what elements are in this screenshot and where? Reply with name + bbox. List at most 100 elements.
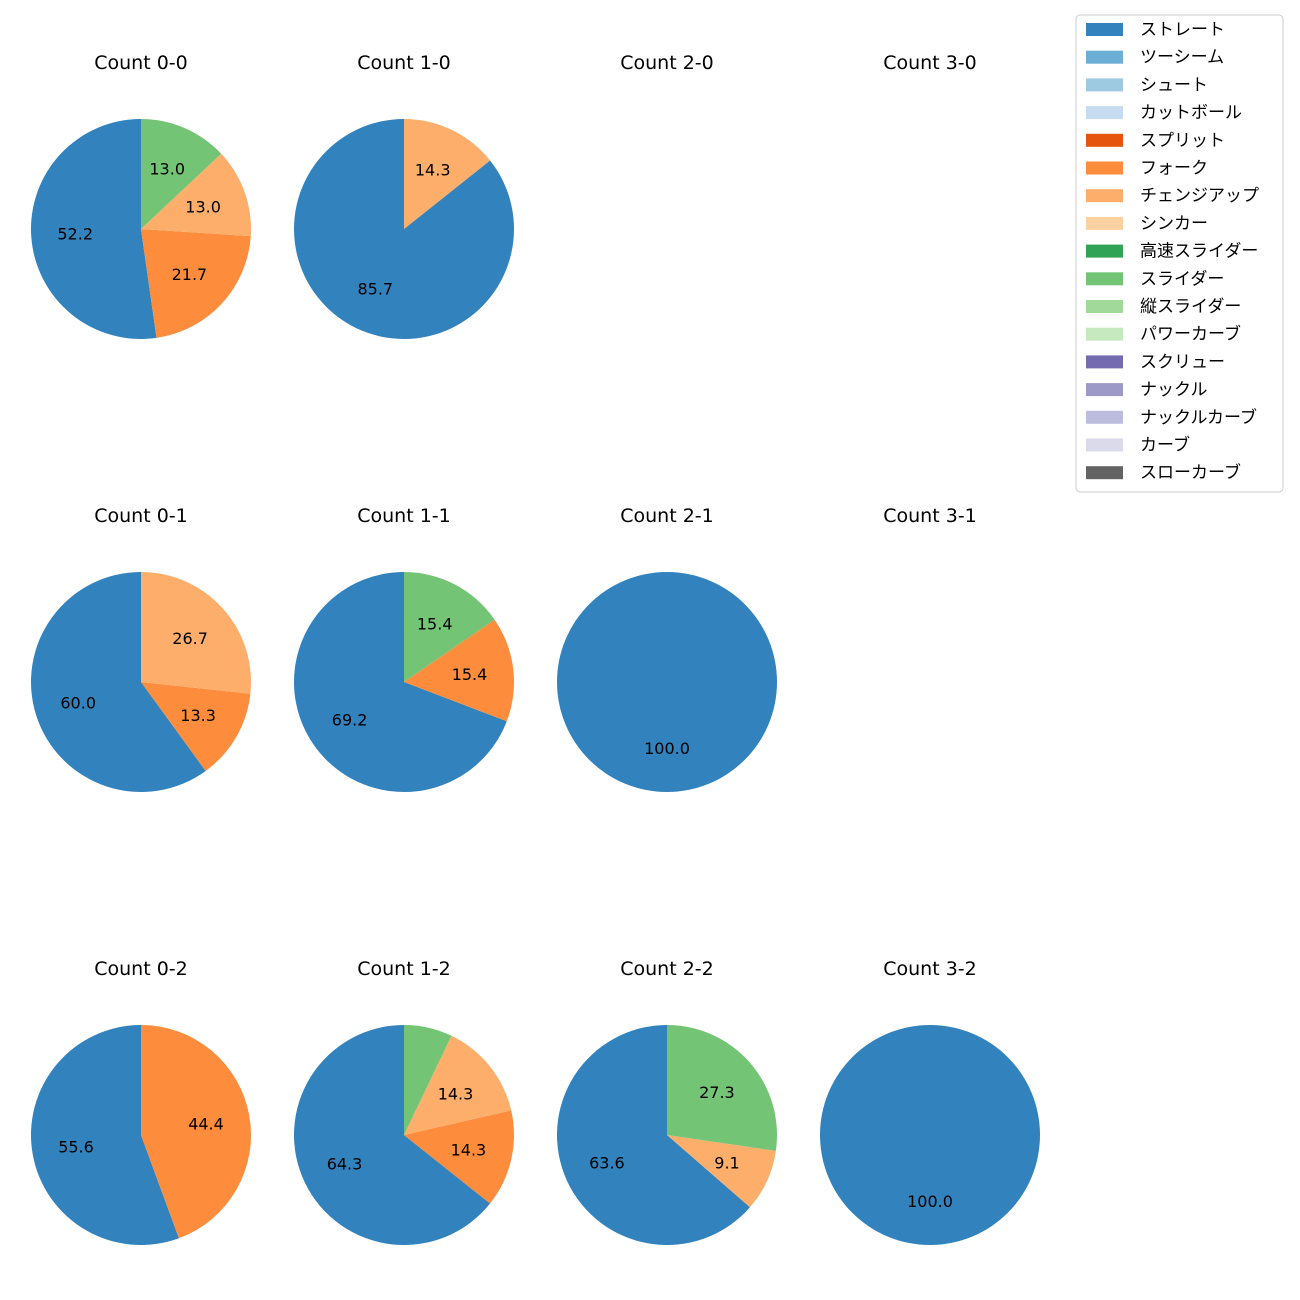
pie-count-1-2: Count 1-2 64.3 14.3 14.3 (293, 958, 515, 1245)
slice-label: 44.4 (188, 1114, 224, 1133)
slice-label: 27.3 (699, 1083, 735, 1102)
slice-label: 100.0 (907, 1192, 953, 1211)
chart-title: Count 3-1 (883, 505, 977, 527)
legend-label: スライダー (1140, 269, 1224, 289)
legend-label: スクリュー (1140, 352, 1225, 372)
pie-count-0-2: Count 0-2 55.6 44.4 (30, 958, 251, 1246)
legend-item: カーブ (1086, 435, 1190, 456)
pie-slice (667, 1135, 776, 1208)
slice-label: 69.2 (332, 710, 368, 729)
legend-swatch (1086, 106, 1123, 120)
pie-count-1-1: Count 1-1 69.2 15.4 15.4 (294, 505, 515, 792)
slice-label: 64.3 (327, 1155, 363, 1174)
legend-item: カットボール (1086, 103, 1242, 123)
legend-swatch (1086, 78, 1123, 92)
legend-swatch (1086, 383, 1123, 397)
legend-label: ストレート (1140, 20, 1225, 40)
slice-label: 85.7 (357, 280, 393, 299)
chart-title: Count 3-0 (883, 52, 977, 74)
legend-label: パワーカーブ (1140, 324, 1241, 345)
legend-label: シュート (1140, 75, 1208, 95)
legend-swatch (1086, 23, 1123, 36)
chart-title: Count 2-2 (620, 958, 714, 980)
chart-title: Count 1-0 (357, 52, 451, 74)
pie-slice (557, 572, 777, 792)
slice-label: 15.4 (452, 665, 488, 684)
legend-swatch (1086, 300, 1123, 313)
legend-item: シュート (1086, 75, 1208, 95)
pie-count-1-0: Count 1-0 85.7 14.3 (293, 52, 514, 339)
legend-swatch (1086, 50, 1123, 64)
pie-slice (404, 1035, 512, 1135)
legend: ストレートツーシームシュートカットボールスプリットフォークチェンジアップシンカー… (1075, 14, 1284, 493)
pie-count-2-2: Count 2-2 63.6 9.1 27.3 (556, 958, 777, 1245)
charts-area: Count 0-0 52.2 21.7 13.0 13.0 Count 1-0 85.7 14… (30, 52, 1040, 1246)
legend-item: 高速スライダー (1086, 242, 1258, 262)
legend-item: スプリット (1086, 131, 1225, 151)
slice-label: 26.7 (172, 629, 208, 648)
pie-slice (293, 119, 514, 339)
slice-label: 52.2 (57, 225, 93, 244)
pie-count-3-2: Count 3-2 100.0 (820, 958, 1040, 1245)
legend-item: 縦スライダー (1086, 297, 1241, 317)
slice-label: 15.4 (417, 615, 453, 634)
pie-slice (141, 1025, 251, 1239)
legend-swatch (1086, 244, 1123, 258)
pie-slice (141, 119, 222, 229)
pie-slice (667, 1025, 777, 1151)
legend-item: ツーシーム (1086, 48, 1224, 68)
legend-label: ナックルカーブ (1140, 407, 1257, 428)
pie-slice (30, 1025, 179, 1246)
legend-swatch (1086, 133, 1123, 147)
legend-item: スローカーブ (1086, 462, 1241, 483)
pie-count-3-1: Count 3-1 (883, 505, 977, 527)
slice-label: 60.0 (60, 693, 96, 712)
chart-title: Count 2-1 (620, 505, 714, 527)
legend-label: 縦スライダー (1140, 297, 1241, 317)
legend-label: チェンジアップ (1140, 186, 1259, 206)
legend-swatch (1086, 161, 1123, 175)
pie-slice (404, 619, 515, 722)
legend-swatch (1086, 410, 1123, 424)
legend-item: ストレート (1086, 20, 1225, 40)
legend-swatch (1086, 327, 1123, 341)
legend-swatch (1086, 189, 1123, 203)
legend-label: ツーシーム (1140, 48, 1224, 68)
slice-label: 100.0 (644, 739, 690, 758)
legend-label: フォーク (1140, 159, 1208, 179)
pie-slice (141, 572, 251, 694)
slice-label: 14.3 (415, 161, 451, 180)
slice-label: 13.0 (185, 198, 221, 217)
pie-count-2-1: Count 2-1 100.0 (557, 505, 777, 792)
pie-slice (30, 118, 157, 339)
legend-item: チェンジアップ (1086, 186, 1259, 206)
chart-title: Count 0-1 (94, 505, 188, 527)
pie-slice (404, 119, 491, 229)
pie-count-3-0: Count 3-0 (883, 52, 977, 74)
legend-label: カットボール (1140, 103, 1242, 123)
chart-title: Count 0-0 (94, 52, 188, 74)
legend-swatch (1086, 272, 1123, 286)
slice-label: 14.3 (438, 1085, 474, 1104)
legend-item: スクリュー (1086, 352, 1225, 372)
legend-label: スローカーブ (1140, 462, 1241, 483)
pie-slice (31, 572, 206, 792)
slice-label: 21.7 (172, 265, 208, 284)
pie-slice (404, 1110, 515, 1204)
pie-slice (141, 682, 251, 771)
legend-label: カーブ (1140, 435, 1190, 456)
chart-title: Count 1-2 (357, 958, 451, 980)
legend-label: シンカー (1140, 214, 1208, 234)
legend-item: ナックルカーブ (1086, 407, 1257, 428)
pie-count-2-0: Count 2-0 (620, 52, 714, 74)
slice-label: 13.3 (180, 706, 216, 725)
pie-slice (141, 153, 251, 237)
slice-label: 9.1 (714, 1154, 739, 1173)
slice-label: 63.6 (589, 1153, 625, 1172)
legend-swatch (1086, 355, 1123, 369)
legend-label: 高速スライダー (1140, 242, 1258, 262)
legend-item: ナックル (1086, 380, 1208, 400)
legend-swatch (1086, 438, 1123, 452)
pie-slice (820, 1025, 1040, 1245)
